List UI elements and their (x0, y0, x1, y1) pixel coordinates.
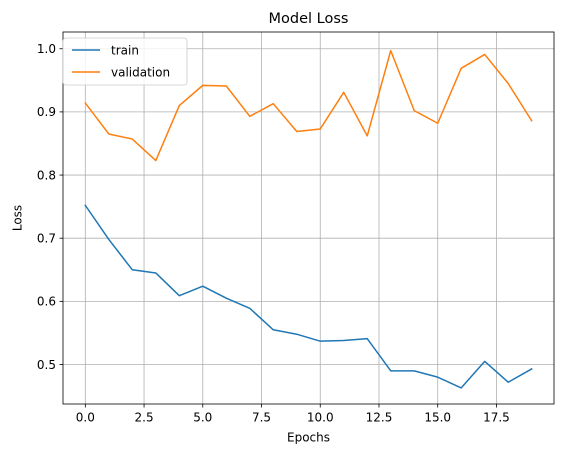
chart-title: Model Loss (269, 11, 349, 27)
legend-label-validation: validation (111, 66, 170, 80)
x-tick-label: 2.5 (135, 411, 154, 425)
x-tick-label: 10.0 (307, 411, 334, 425)
x-axis-title: Epochs (287, 431, 330, 445)
x-tick-label: 17.5 (483, 411, 510, 425)
y-tick-label: 1.0 (37, 42, 56, 56)
y-tick-label: 0.5 (37, 358, 56, 372)
y-tick-label: 0.7 (37, 232, 56, 246)
y-tick-label: 0.8 (37, 168, 56, 182)
plot-frame (62, 31, 555, 405)
x-tick-label: 7.5 (252, 411, 271, 425)
axis-ticks: 0.0 2.5 5.0 7.5 10.0 12.5 15.0 17.5 0.5 0.6 0.7 0.8… (37, 42, 510, 424)
series-line-train (84, 204, 533, 389)
y-axis-title: Loss (11, 205, 25, 231)
x-tick-label: 5.0 (193, 411, 212, 425)
series-line-validation (84, 49, 533, 162)
legend: train validation (62, 37, 188, 86)
y-tick-label: 0.6 (37, 295, 56, 309)
x-tick-label: 0.0 (76, 411, 95, 425)
x-tick-label: 12.5 (366, 411, 393, 425)
series-lines (84, 49, 533, 389)
legend-label-train: train (111, 44, 139, 58)
y-tick-label: 0.9 (37, 105, 56, 119)
x-tick-label: 15.0 (424, 411, 451, 425)
grid (63, 32, 554, 404)
